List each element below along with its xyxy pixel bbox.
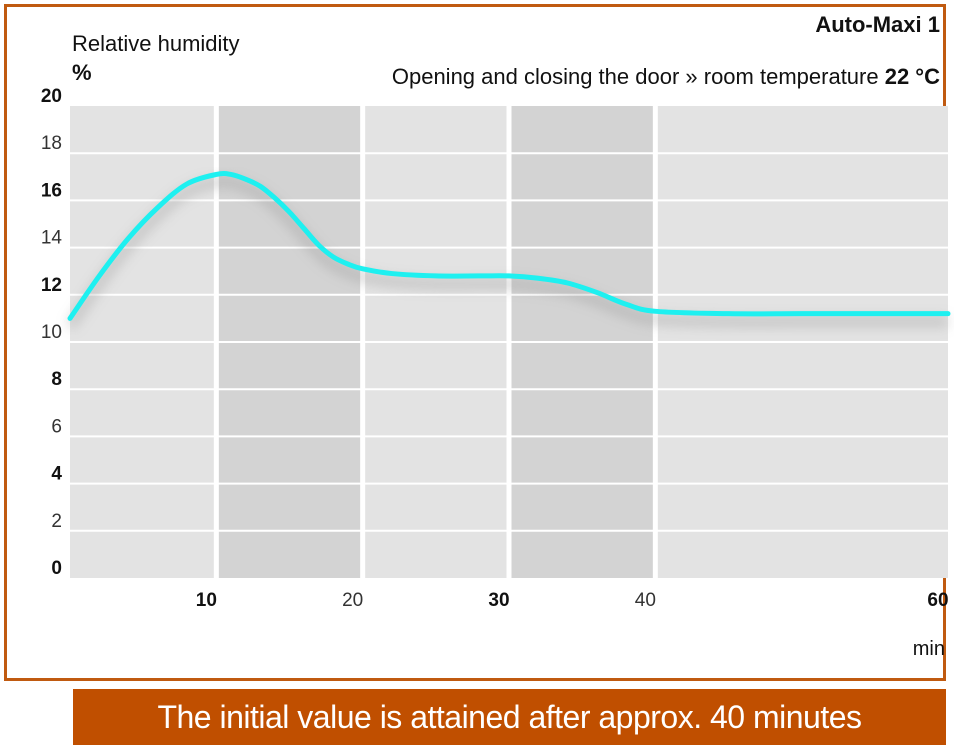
- x-axis-label: min: [913, 638, 945, 660]
- y-tick-label: 4: [51, 464, 62, 485]
- y-tick-label: 12: [41, 275, 62, 296]
- series-line-shadow: [65, 176, 948, 330]
- humidity-chart: 0 2 4 6 8 10 12 14 16 18 20 10 20 30 40 60 Auto-Maxi 1…: [41, 12, 951, 660]
- series-line: [67, 171, 951, 321]
- y-tick-label: 14: [41, 228, 63, 249]
- y-tick-label: 0: [51, 558, 62, 579]
- chart-title: Auto-Maxi 1: [815, 12, 940, 37]
- chart-subtitle-text: Opening and closing the door » room temp…: [392, 64, 885, 89]
- x-tick-label: 30: [488, 590, 509, 611]
- y-tick-label: 16: [41, 180, 62, 201]
- caption-banner: The initial value is attained after appr…: [73, 689, 946, 745]
- y-axis-unit: %: [72, 60, 92, 85]
- y-tick-label: 10: [41, 322, 62, 343]
- x-tick-label: 40: [635, 590, 656, 611]
- x-tick-label: 20: [342, 590, 363, 611]
- y-tick-label: 8: [51, 369, 62, 390]
- x-tick-label: 60: [927, 590, 948, 611]
- y-tick-label: 2: [51, 511, 62, 532]
- chart-subtitle-temperature: 22 °C: [885, 64, 940, 89]
- chart-subtitle: Opening and closing the door » room temp…: [392, 64, 940, 89]
- x-tick-label: 10: [196, 590, 217, 611]
- y-tick-label: 20: [41, 86, 62, 107]
- y-tick-label: 6: [51, 416, 62, 437]
- y-tick-label: 18: [41, 133, 62, 154]
- y-axis-label: Relative humidity: [72, 31, 240, 56]
